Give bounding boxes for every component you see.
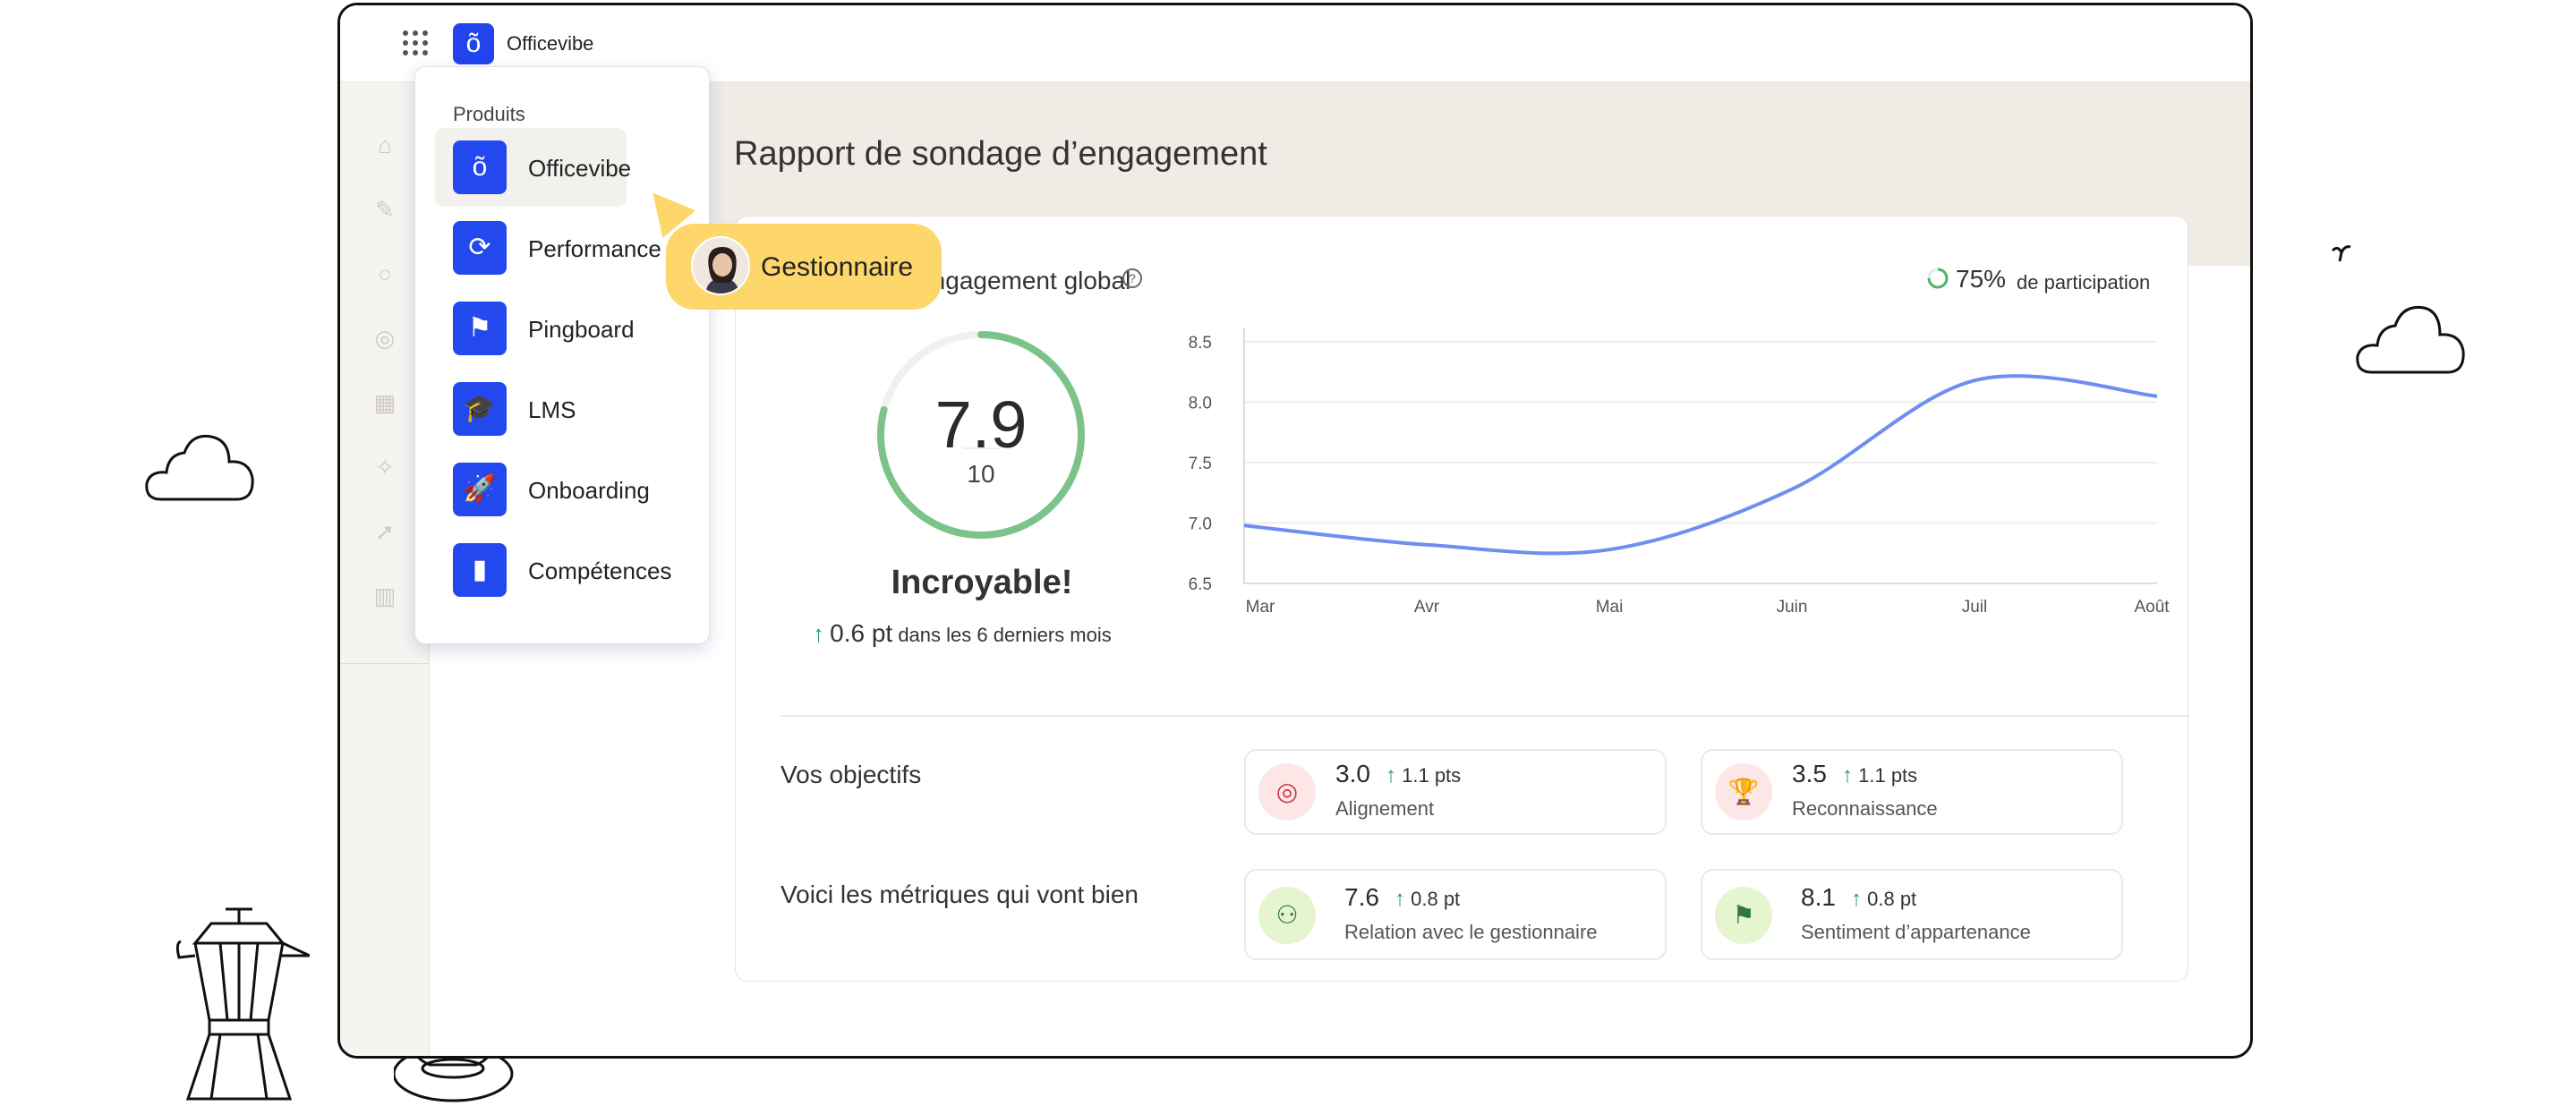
arrow-up-icon: ↑ (1842, 763, 1853, 787)
officevibe-logo-icon[interactable]: õ (453, 23, 494, 64)
arrow-up-icon: ↑ (813, 620, 824, 647)
help-icon[interactable]: ? (1122, 268, 1142, 288)
metric-card-reconnaissance[interactable]: 🏆 3.5 ↑ 1.1 pts Reconnaissance (1701, 749, 2123, 835)
calendar-icon[interactable]: ▦ (373, 389, 397, 416)
metric-delta: 0.8 pt (1867, 888, 1917, 910)
trophy-icon: 🏆 (1715, 763, 1772, 821)
rocket-icon: 🚀 (453, 463, 507, 516)
moka-pot-icon (175, 907, 310, 1101)
product-item-officevibe[interactable]: õ Officevibe (435, 128, 631, 207)
card-divider (780, 715, 2189, 717)
product-label: LMS (528, 396, 576, 423)
rocket-nav-icon[interactable]: ➚ (375, 518, 395, 545)
metric-label: Alignement (1335, 797, 1435, 820)
cloud-left-icon (145, 434, 254, 501)
metric-delta: 1.1 pts (1402, 764, 1462, 787)
apps-grid-icon[interactable] (403, 30, 428, 55)
series-line (1243, 374, 2158, 556)
metric-card-relation[interactable]: ⚇ 7.6 ↑ 0.8 pt Relation avec le gestionn… (1244, 869, 1667, 960)
objectives-label: Vos objectifs (780, 761, 922, 788)
people-icon: ⚇ (1258, 887, 1316, 944)
home-icon[interactable]: ⌂ (378, 132, 392, 158)
product-label: Pingboard (528, 316, 635, 343)
gestionnaire-tag: Gestionnaire (666, 224, 942, 310)
participation-label: de participation (2017, 271, 2151, 294)
product-label: Compétences (528, 557, 672, 584)
metric-value: 3.0 (1335, 760, 1370, 787)
good-metrics-label: Voici les métriques qui vont bien (780, 881, 1139, 908)
product-label: Officevibe (528, 155, 632, 182)
target-icon[interactable]: ◎ (374, 325, 396, 352)
survey-icon[interactable]: ✎ (375, 196, 395, 223)
y-tick-label: 8.5 (1189, 334, 1212, 353)
avatar (691, 236, 750, 295)
products-dropdown: Produits õ Officevibe ⟳ Performance ⚑ Pi… (414, 66, 710, 644)
y-tick-label: 7.0 (1189, 515, 1212, 534)
x-tick-label: Août (2134, 598, 2170, 617)
x-tick-label: Avr (1414, 598, 1440, 617)
flag-icon: ⚑ (1715, 887, 1772, 944)
chat-icon[interactable]: ○ (378, 260, 392, 287)
arrow-up-icon: ↑ (1386, 763, 1396, 787)
officevibe-icon: õ (453, 140, 507, 194)
x-tick-label: Mar (1246, 598, 1275, 617)
metric-label: Relation avec le gestionnaire (1344, 921, 1598, 943)
product-item-competences[interactable]: ▮ Compétences (435, 531, 702, 609)
graduation-cap-icon: 🎓 (453, 382, 507, 436)
score-gauge-arc (877, 331, 1085, 539)
participation-value: 75% (1956, 265, 2007, 293)
tag-label: Gestionnaire (761, 252, 914, 282)
metric-value: 8.1 (1801, 883, 1836, 911)
score-max: 10 (967, 460, 995, 488)
metric-label: Reconnaissance (1792, 797, 1938, 820)
bird-icon (2331, 245, 2351, 262)
product-item-lms[interactable]: 🎓 LMS (435, 370, 702, 448)
metric-card-alignement[interactable]: ◎ 3.0 ↑ 1.1 pts Alignement (1244, 749, 1667, 835)
delta-label: dans les 6 derniers mois (898, 624, 1112, 646)
cloud-right-icon (2356, 305, 2465, 374)
card-title: Engagement global (915, 267, 1131, 294)
arrow-up-icon: ↑ (1395, 887, 1405, 911)
engagement-card: Engagement global ? 75% de participation… (735, 216, 2189, 982)
chart-axis (1243, 328, 2157, 584)
product-item-onboarding[interactable]: 🚀 Onboarding (435, 450, 702, 529)
participation-ring-icon (1927, 268, 1949, 289)
metric-delta: 1.1 pts (1858, 764, 1918, 787)
x-tick-label: Mai (1596, 598, 1624, 617)
reports-icon[interactable]: ▥ (373, 583, 397, 609)
score-label: Incroyable! (891, 564, 1073, 601)
score-delta: ↑ 0.6 pt dans les 6 derniers mois (813, 619, 1112, 648)
product-item-performance[interactable]: ⟳ Performance (435, 208, 702, 287)
y-tick-label: 7.5 (1189, 455, 1212, 473)
metric-label: Sentiment d’appartenance (1801, 921, 2031, 943)
performance-icon: ⟳ (453, 221, 507, 275)
top-bar: õ Officevibe (340, 5, 2250, 82)
metric-value: 3.5 (1792, 760, 1827, 787)
engagement-line-chart: 8.5 8.0 7.5 7.0 6.5 Mar Avr Mai Juin Juil Août (1189, 328, 2170, 617)
pingboard-icon: ⚑ (453, 302, 507, 355)
metric-delta: 0.8 pt (1411, 888, 1461, 910)
product-label: Onboarding (528, 477, 650, 504)
bar-chart-icon: ▮ (453, 543, 507, 597)
delta-value: 0.6 pt (830, 619, 893, 647)
score-value: 7.9 (934, 387, 1028, 462)
y-tick-label: 8.0 (1189, 395, 1212, 413)
sparkle-icon[interactable]: ✧ (375, 454, 395, 481)
compass-icon: ◎ (1258, 763, 1316, 821)
metric-value: 7.6 (1344, 883, 1379, 911)
arrow-up-icon: ↑ (1851, 887, 1862, 911)
y-tick-label: 6.5 (1189, 575, 1212, 594)
metric-card-appartenance[interactable]: ⚑ 8.1 ↑ 0.8 pt Sentiment d’appartenance (1701, 869, 2123, 960)
score-gauge (877, 331, 1085, 539)
product-item-pingboard[interactable]: ⚑ Pingboard (435, 289, 702, 368)
x-tick-label: Juil (1962, 598, 1988, 617)
sidebar-divider (340, 663, 430, 664)
x-tick-label: Juin (1777, 598, 1808, 617)
page-title: Rapport de sondage d’engagement (734, 135, 1267, 173)
product-label: Performance (528, 235, 661, 262)
app-name: Officevibe (507, 32, 594, 55)
dropdown-title: Produits (453, 103, 525, 125)
